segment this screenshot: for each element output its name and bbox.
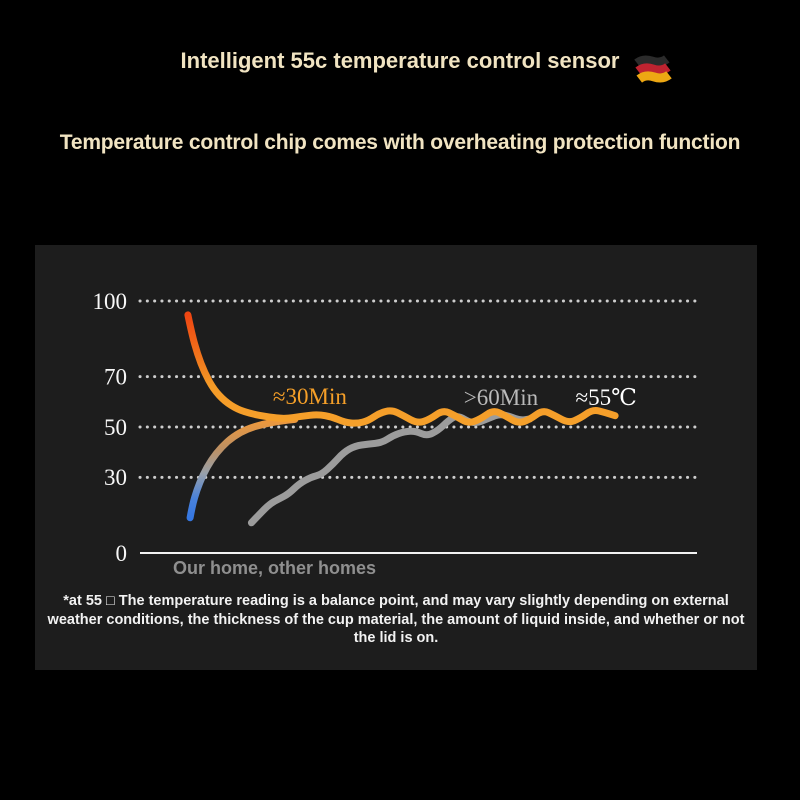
x-axis-label: Our home, other homes bbox=[173, 558, 376, 578]
page-subtitle: Temperature control chip comes with over… bbox=[59, 131, 741, 154]
y-tick-label-0: 0 bbox=[116, 541, 128, 566]
series-our-home-hot-water-cooling bbox=[184, 311, 619, 427]
y-tick-label-70: 70 bbox=[104, 364, 127, 389]
annotation-label-2: ≈55℃ bbox=[576, 385, 637, 410]
germany-flag-icon bbox=[634, 55, 672, 83]
chart-panel: 100 70 50 30 0 ≈30Min >60Min ≈55℃ Our home, othe… bbox=[35, 245, 757, 670]
chart-svg: 100 70 50 30 0 ≈30Min >60Min ≈55℃ Our home, othe… bbox=[93, 289, 699, 578]
y-tick-label-50: 50 bbox=[104, 415, 127, 440]
page-title: Intelligent 55c temperature control sens… bbox=[180, 48, 620, 73]
series-our-home-cold-water-heating bbox=[186, 415, 299, 522]
annotation-label-1: >60Min bbox=[464, 385, 539, 410]
footnote: *at 55 □ The temperature reading is a ba… bbox=[47, 593, 745, 646]
y-tick-label-30: 30 bbox=[104, 465, 127, 490]
series-other-homes-heating bbox=[247, 411, 534, 527]
annotation-label-0: ≈30Min bbox=[273, 384, 347, 409]
y-tick-label-100: 100 bbox=[93, 289, 128, 314]
